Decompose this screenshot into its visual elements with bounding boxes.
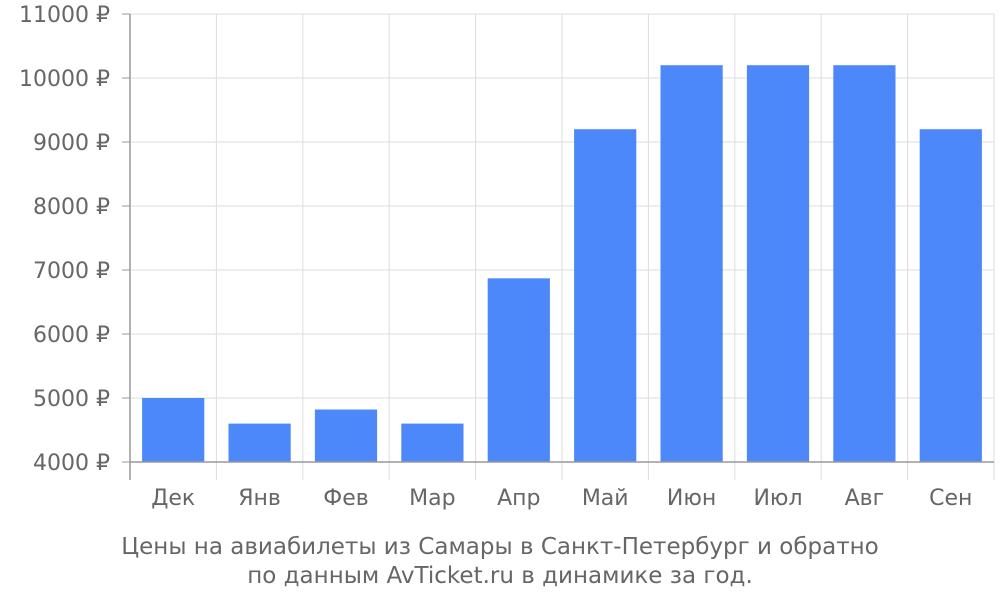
- y-tick-label: 6000 ₽: [33, 323, 110, 348]
- bar-5: [487, 278, 550, 462]
- bar-9: [833, 65, 896, 462]
- x-tick-label: Апр: [497, 486, 540, 511]
- caption-line-1: Цены на авиабилеты из Самары в Санкт-Пет…: [121, 534, 879, 560]
- x-tick-label: Сен: [929, 486, 972, 511]
- y-tick-label: 4000 ₽: [33, 451, 110, 476]
- bar-7: [660, 65, 723, 462]
- x-tick-label: Июн: [667, 486, 716, 511]
- caption-line-2: по данным AvTicket.ru в динамике за год.: [247, 563, 753, 589]
- y-tick-label: 9000 ₽: [33, 131, 110, 156]
- y-tick-label: 8000 ₽: [33, 195, 110, 220]
- bar-6: [574, 129, 637, 462]
- axes: [122, 13, 995, 480]
- bars: [142, 65, 982, 462]
- y-tick-label: 11000 ₽: [19, 3, 110, 28]
- x-tick-label: Мар: [409, 486, 455, 511]
- y-tick-label: 5000 ₽: [33, 387, 110, 412]
- x-tick-label: Дек: [151, 486, 195, 511]
- chart-caption: Цены на авиабилеты из Самары в Санкт-Пет…: [0, 533, 1000, 591]
- x-tick-label: Фев: [323, 486, 368, 511]
- y-tick-label: 7000 ₽: [33, 259, 110, 284]
- bar-3: [314, 409, 378, 462]
- bar-1: [142, 398, 205, 462]
- bar-4: [401, 423, 464, 462]
- tick-labels: 4000 ₽ 5000 ₽ 6000 ₽ 7000 ₽ 8000 ₽ 9000 ₽ 1000…: [19, 3, 972, 511]
- x-tick-label: Май: [582, 486, 629, 511]
- bar-8: [746, 65, 810, 462]
- bar-2: [228, 423, 291, 462]
- y-tick-label: 10000 ₽: [19, 67, 110, 92]
- bar-10: [919, 129, 982, 462]
- grid-lines: [129, 13, 995, 463]
- x-tick-label: Янв: [238, 486, 281, 511]
- x-tick-label: Июл: [753, 486, 802, 511]
- x-tick-label: Авг: [845, 486, 885, 511]
